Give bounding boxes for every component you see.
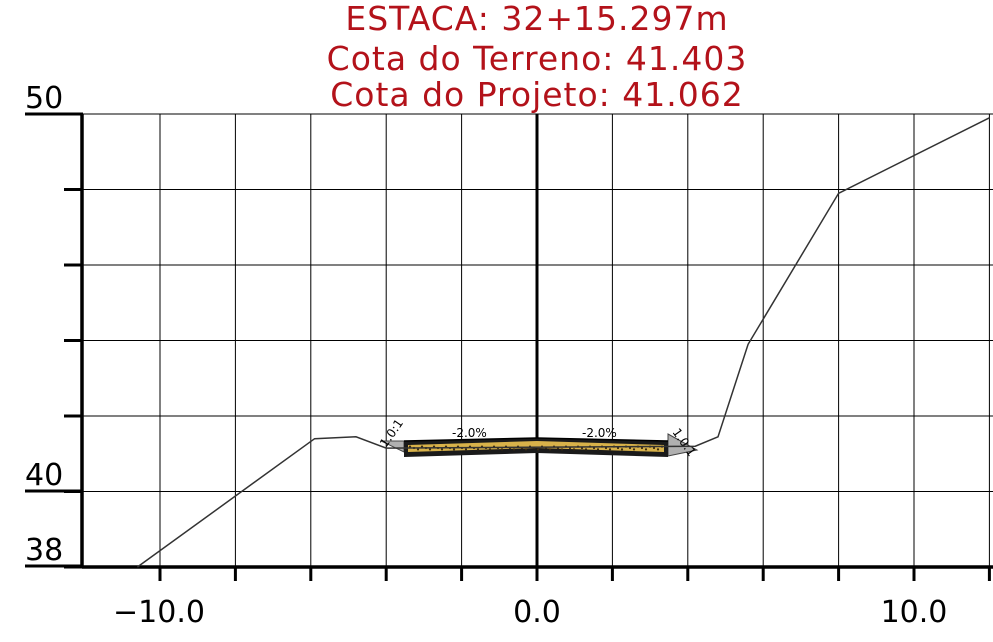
aggregate-dot: [452, 448, 456, 451]
aggregate-dot: [428, 448, 432, 451]
aggregate-dot: [652, 446, 656, 450]
aggregate-dot: [440, 448, 444, 451]
aggregate-dot: [644, 448, 648, 451]
aggregate-dot: [572, 448, 576, 451]
aggregate-dot: [608, 448, 612, 451]
aggregate-dot: [500, 448, 504, 451]
terrain-profile-line: [136, 117, 990, 568]
x-label-0: 0.0: [513, 595, 561, 630]
x-label-neg10: −10.0: [113, 595, 205, 630]
aggregate-dot: [584, 448, 588, 451]
y-label-50: 50: [25, 81, 63, 116]
axes: [64, 112, 993, 581]
x-label-10: 10.0: [881, 595, 948, 630]
aggregate-dot: [416, 448, 420, 451]
aggregate-dot: [620, 448, 624, 451]
aggregate-dot: [632, 448, 636, 451]
aggregate-dot: [464, 448, 468, 451]
ground-elevation-label: Cota do Terreno: 41.403: [327, 39, 748, 78]
aggregate-dot: [596, 448, 600, 451]
aggregate-dot: [512, 448, 516, 451]
design-top-line-right: [536, 437, 669, 442]
slope-label-right: -2.0%: [582, 426, 617, 440]
y-label-38: 38: [25, 533, 63, 568]
aggregate-dot: [640, 446, 644, 450]
aggregate-dot: [488, 448, 492, 451]
design-top-line: [403, 437, 538, 442]
aggregate-dot: [560, 448, 564, 451]
aggregate-dot: [476, 448, 480, 451]
aggregate-dot: [628, 446, 632, 450]
slope-label-left: -2.0%: [452, 426, 487, 440]
station-label: ESTACA: 32+15.297m: [345, 0, 728, 38]
aggregate-dot: [536, 448, 540, 451]
design-elevation-label: Cota do Projeto: 41.062: [330, 75, 744, 114]
aggregate-dot: [524, 448, 528, 451]
aggregate-dot: [548, 448, 552, 451]
aggregate-dot: [408, 445, 412, 448]
y-label-40: 40: [25, 458, 63, 493]
aggregate-dot: [656, 448, 660, 451]
aggregate-dot: [616, 446, 620, 450]
